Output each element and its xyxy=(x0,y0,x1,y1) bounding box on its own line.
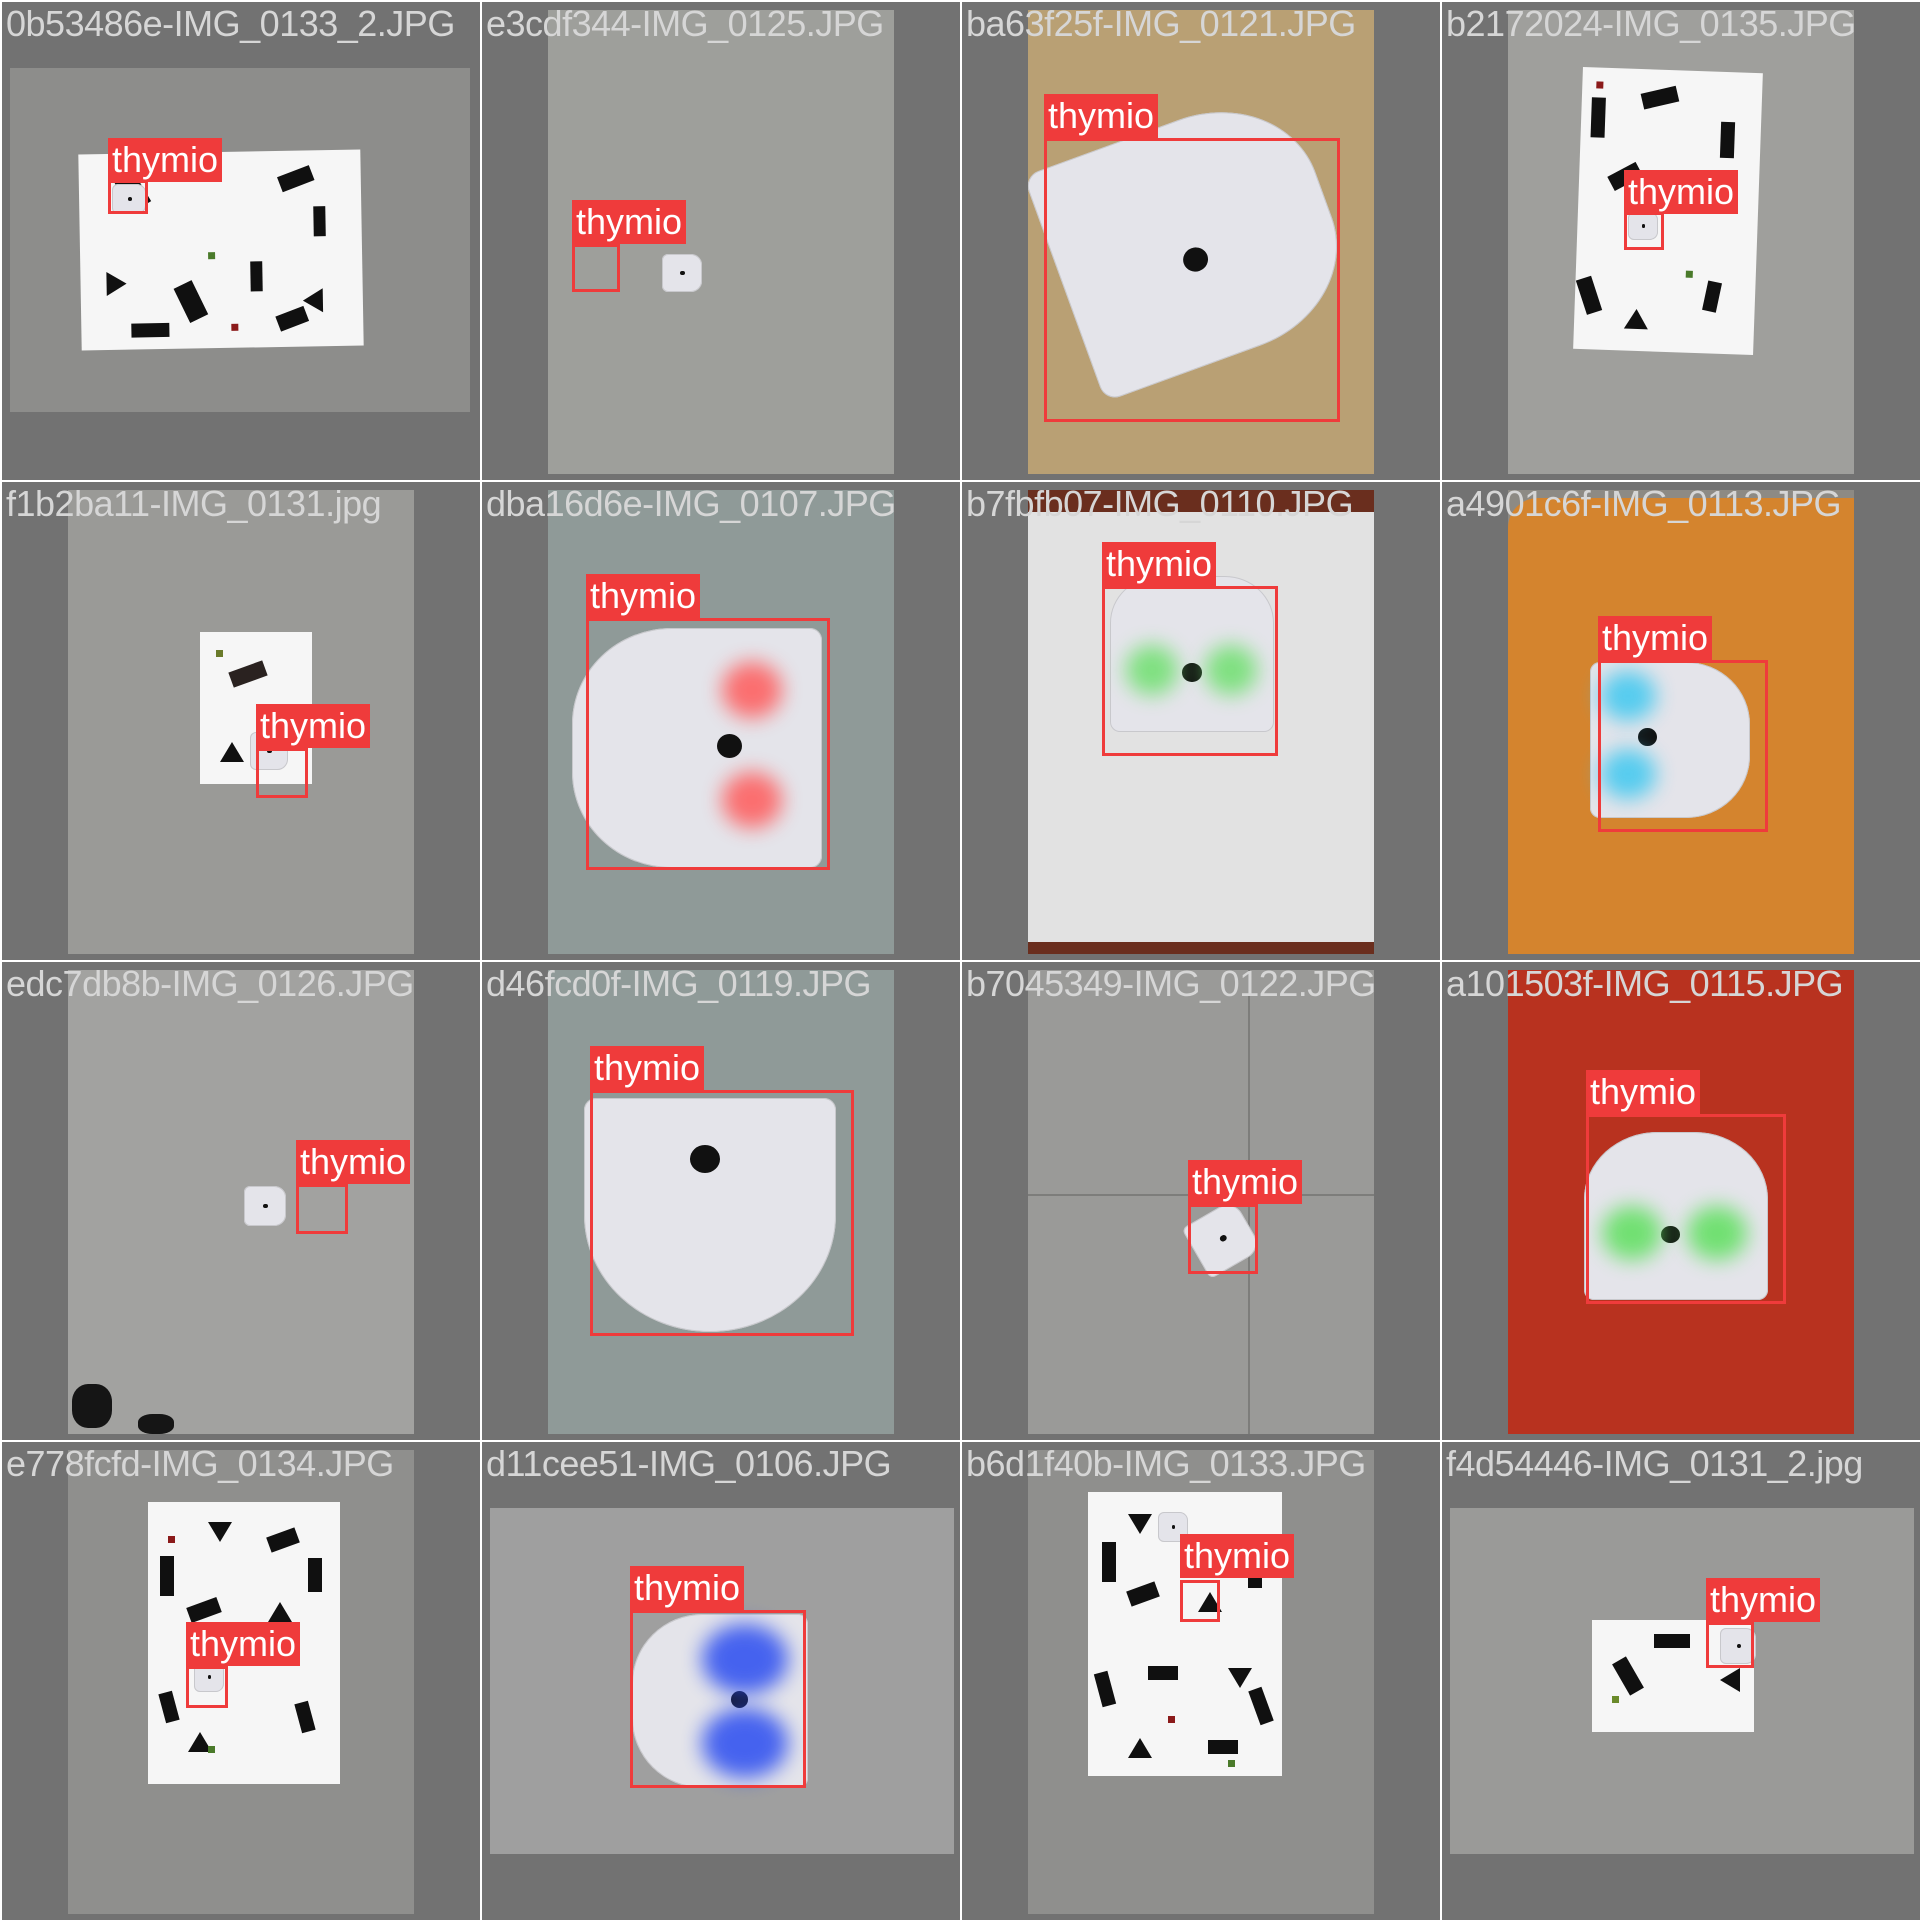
image-filename: d11cee51-IMG_0106.JPG xyxy=(486,1443,892,1484)
grid-cell[interactable]: thymio e778fcfd-IMG_0134.JPG xyxy=(2,1442,480,1920)
photo xyxy=(68,490,414,954)
detection-label: thymio xyxy=(590,1046,705,1090)
detection-label: thymio xyxy=(1624,170,1739,214)
detection-box xyxy=(1706,1622,1754,1668)
detection-label: thymio xyxy=(256,704,371,748)
image-filename: f1b2ba11-IMG_0131.jpg xyxy=(6,483,382,524)
detection-label: thymio xyxy=(1706,1578,1821,1622)
image-filename: b2172024-IMG_0135.JPG xyxy=(1446,3,1856,44)
photo xyxy=(68,970,414,1434)
thymio-robot xyxy=(1110,576,1274,732)
photo xyxy=(1028,10,1374,474)
detection-box xyxy=(1044,138,1340,422)
photo xyxy=(1028,1450,1374,1914)
grid-cell[interactable]: thymio f4d54446-IMG_0131_2.jpg xyxy=(1442,1442,1920,1920)
detection-box xyxy=(1624,212,1664,250)
detection-box xyxy=(108,180,148,214)
image-filename: b6d1f40b-IMG_0133.JPG xyxy=(966,1443,1366,1484)
detection-box xyxy=(1586,1114,1786,1304)
image-filename: a4901c6f-IMG_0113.JPG xyxy=(1446,483,1842,524)
detection-label: thymio xyxy=(1598,616,1713,660)
detection-label: thymio xyxy=(186,1622,301,1666)
grid-cell[interactable]: thymio b6d1f40b-IMG_0133.JPG xyxy=(962,1442,1440,1920)
grid-cell[interactable]: thymio d46fcd0f-IMG_0119.JPG xyxy=(482,962,960,1440)
grid-cell[interactable]: thymio f1b2ba11-IMG_0131.jpg xyxy=(2,482,480,960)
detection-box xyxy=(1598,660,1768,832)
detection-box xyxy=(586,618,830,870)
grid-cell[interactable]: thymio b7fbfb07-IMG_0110.JPG xyxy=(962,482,1440,960)
thymio-robot xyxy=(572,628,822,868)
grid-cell[interactable]: thymio edc7db8b-IMG_0126.JPG xyxy=(2,962,480,1440)
grid-cell[interactable]: thymio b2172024-IMG_0135.JPG xyxy=(1442,2,1920,480)
detection-box xyxy=(572,244,620,292)
image-filename: a101503f-IMG_0115.JPG xyxy=(1446,963,1844,1004)
detection-box xyxy=(1102,586,1278,756)
detection-box xyxy=(1180,1580,1220,1622)
detection-label: thymio xyxy=(1102,542,1217,586)
detection-label: thymio xyxy=(1180,1534,1295,1578)
grid-cell[interactable]: thymio b7045349-IMG_0122.JPG xyxy=(962,962,1440,1440)
image-filename: b7045349-IMG_0122.JPG xyxy=(966,963,1376,1004)
detection-box xyxy=(1188,1204,1258,1274)
photo xyxy=(1450,1508,1914,1854)
grid-cell[interactable]: thymio a101503f-IMG_0115.JPG xyxy=(1442,962,1920,1440)
thymio-robot xyxy=(112,184,146,214)
thymio-robot xyxy=(1590,662,1750,818)
photo xyxy=(548,490,894,954)
detection-label: thymio xyxy=(1188,1160,1303,1204)
detection-label: thymio xyxy=(1044,94,1159,138)
detection-box xyxy=(296,1184,348,1234)
detection-label: thymio xyxy=(296,1140,411,1184)
thymio-robot xyxy=(662,254,702,292)
photo xyxy=(490,1508,954,1854)
image-filename: e3cdf344-IMG_0125.JPG xyxy=(486,3,884,44)
grid-cell[interactable]: thymio a4901c6f-IMG_0113.JPG xyxy=(1442,482,1920,960)
image-filename: ba63f25f-IMG_0121.JPG xyxy=(966,3,1356,44)
detection-label: thymio xyxy=(586,574,701,618)
detection-box xyxy=(256,748,308,798)
detection-box xyxy=(186,1666,228,1708)
photo xyxy=(1508,10,1854,474)
detection-label: thymio xyxy=(108,138,223,182)
thymio-robot xyxy=(584,1098,836,1332)
detection-label: thymio xyxy=(630,1566,745,1610)
detection-box xyxy=(630,1610,806,1788)
grid-cell[interactable]: thymio d11cee51-IMG_0106.JPG xyxy=(482,1442,960,1920)
image-filename: f4d54446-IMG_0131_2.jpg xyxy=(1446,1443,1863,1484)
thymio-robot xyxy=(1628,212,1658,240)
image-filename: d46fcd0f-IMG_0119.JPG xyxy=(486,963,872,1004)
image-filename: edc7db8b-IMG_0126.JPG xyxy=(6,963,414,1004)
grid-cell[interactable]: thymio ba63f25f-IMG_0121.JPG xyxy=(962,2,1440,480)
grid-cell[interactable]: thymio 0b53486e-IMG_0133_2.JPG xyxy=(2,2,480,480)
thymio-robot xyxy=(632,1614,808,1788)
photo xyxy=(1508,970,1854,1434)
image-filename: 0b53486e-IMG_0133_2.JPG xyxy=(6,3,455,44)
detection-box xyxy=(590,1090,854,1336)
photo xyxy=(1508,490,1854,954)
detection-label: thymio xyxy=(572,200,687,244)
thymio-robot xyxy=(1720,1628,1756,1664)
detection-label: thymio xyxy=(1586,1070,1701,1114)
image-filename: e778fcfd-IMG_0134.JPG xyxy=(6,1443,394,1484)
photo xyxy=(548,970,894,1434)
image-filename: dba16d6e-IMG_0107.JPG xyxy=(486,483,896,524)
grid-cell[interactable]: thymio dba16d6e-IMG_0107.JPG xyxy=(482,482,960,960)
image-filename: b7fbfb07-IMG_0110.JPG xyxy=(966,483,1354,524)
photo xyxy=(68,1450,414,1914)
grid-cell[interactable]: thymio e3cdf344-IMG_0125.JPG xyxy=(482,2,960,480)
thymio-robot xyxy=(244,1186,286,1226)
thymio-robot xyxy=(1584,1132,1768,1300)
photo xyxy=(10,68,470,412)
